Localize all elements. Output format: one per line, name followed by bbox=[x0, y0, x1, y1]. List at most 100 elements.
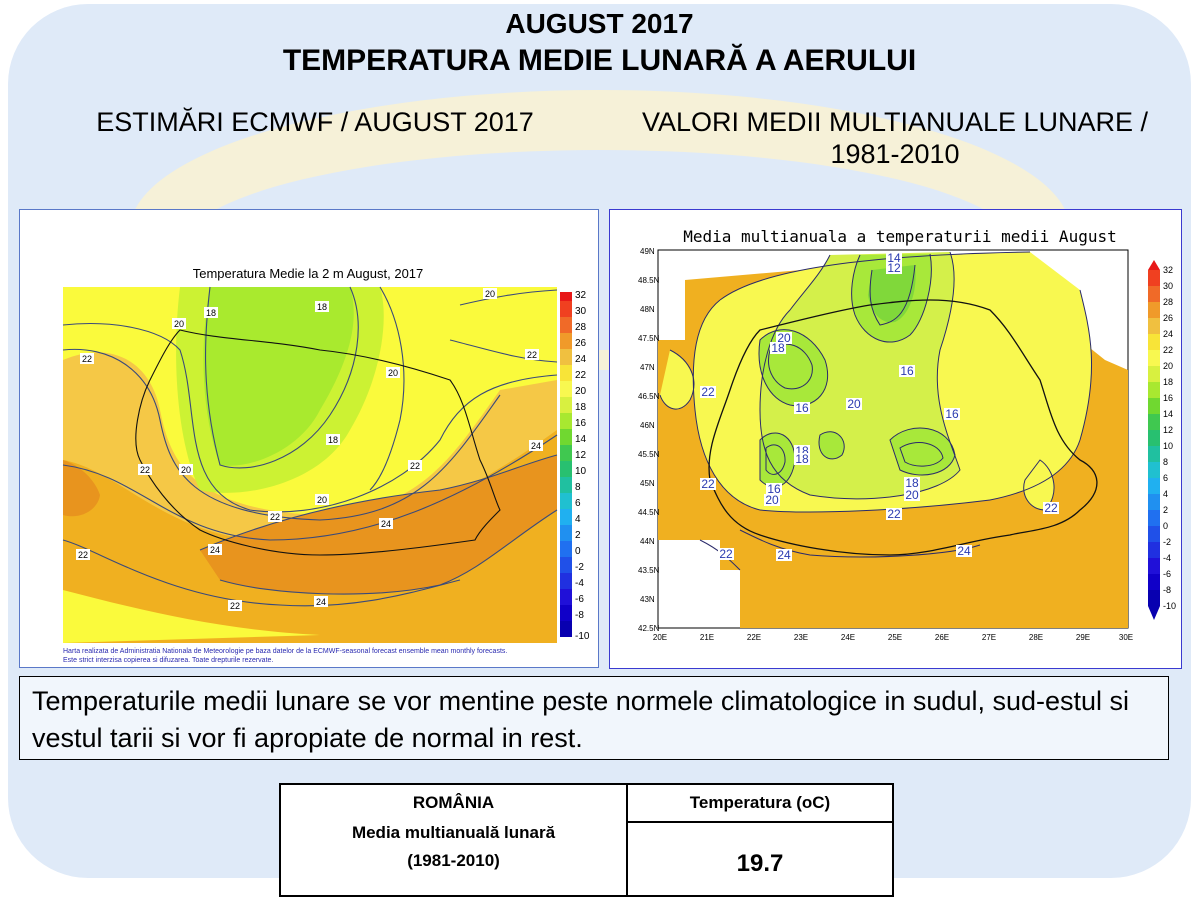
left-colorbar-labels: 32 30 28 26 24 22 20 18 16 14 12 10 8 6 … bbox=[575, 290, 590, 642]
contour-label: 18 bbox=[206, 308, 216, 318]
contour-label: 16 bbox=[767, 482, 781, 496]
lat-label: 47N bbox=[640, 363, 655, 372]
colorbar-label: 32 bbox=[575, 290, 587, 301]
romania-border-left bbox=[135, 329, 501, 556]
lat-label: 44.5N bbox=[638, 508, 660, 517]
colorbar-label: 28 bbox=[575, 322, 587, 333]
contour-label: 22 bbox=[1044, 501, 1058, 515]
contour-label: 24 bbox=[210, 545, 220, 555]
lat-label: 42.5N bbox=[638, 624, 660, 633]
colorbar-label: 0 bbox=[1163, 521, 1168, 531]
contour-label: 22 bbox=[887, 507, 901, 521]
left-map-isolines bbox=[62, 286, 558, 607]
ecmwf-forecast-map: Temperatura Medie la 2 m August, 2017 bbox=[19, 209, 599, 668]
left-contour-labels: 18 18 20 20 22 22 20 18 22 20 22 24 22 2… bbox=[76, 288, 543, 611]
lon-label: 29E bbox=[1076, 633, 1090, 642]
colorbar-label: 2 bbox=[1163, 505, 1168, 515]
contour-label: 20 bbox=[388, 368, 398, 378]
colorbar-label: 6 bbox=[575, 498, 581, 509]
contour-label: 22 bbox=[701, 385, 715, 399]
lat-label: 45.5N bbox=[638, 450, 660, 459]
colorbar-label: 12 bbox=[575, 450, 587, 461]
lat-label: 49N bbox=[640, 247, 655, 256]
lon-label: 24E bbox=[841, 633, 855, 642]
colorbar-label: 30 bbox=[575, 306, 587, 317]
lat-label: 43.5N bbox=[638, 566, 660, 575]
contour-label: 22 bbox=[230, 601, 240, 611]
right-contour-labels: 14 12 20 18 22 16 20 16 16 18 18 22 16 2… bbox=[700, 251, 1059, 562]
colorbar-label: -4 bbox=[575, 578, 584, 589]
contour-label: 14 bbox=[887, 251, 901, 265]
lon-label: 21E bbox=[700, 633, 714, 642]
stats-column-header: Temperatura (oC) bbox=[628, 785, 892, 823]
contour-label: 18 bbox=[328, 435, 338, 445]
colorbar-label: -4 bbox=[1163, 553, 1171, 563]
right-colorbar bbox=[1148, 260, 1160, 620]
contour-label: 22 bbox=[140, 465, 150, 475]
contour-label: 20 bbox=[777, 331, 791, 345]
contour-label: 22 bbox=[701, 477, 715, 491]
lon-label: 20E bbox=[653, 633, 667, 642]
colorbar-label: 16 bbox=[575, 418, 587, 429]
colorbar-label: 14 bbox=[575, 434, 587, 445]
colorbar-label: 6 bbox=[1163, 473, 1168, 483]
contour-label: 12 bbox=[887, 261, 901, 275]
climate-stats-table: ROMÂNIA Media multianuală lunară (1981-2… bbox=[279, 783, 894, 897]
colorbar-label: 2 bbox=[575, 530, 581, 541]
contour-label: 16 bbox=[945, 407, 959, 421]
climatology-map: Media multianuala a temperaturii medii A… bbox=[609, 209, 1182, 669]
lat-label: 48.5N bbox=[638, 276, 660, 285]
colorbar-label: 0 bbox=[575, 546, 581, 557]
colorbar-label: 4 bbox=[575, 514, 581, 525]
colorbar-label: 26 bbox=[575, 338, 587, 349]
colorbar-label: 28 bbox=[1163, 297, 1173, 307]
lon-label: 23E bbox=[794, 633, 808, 642]
colorbar-label: 10 bbox=[1163, 441, 1173, 451]
contour-label: 22 bbox=[270, 512, 280, 522]
contour-label: 22 bbox=[410, 461, 420, 471]
stats-period: (1981-2010) bbox=[407, 851, 500, 870]
lon-label: 30E bbox=[1119, 633, 1133, 642]
contour-label: 22 bbox=[719, 547, 733, 561]
contour-label: 24 bbox=[957, 544, 971, 558]
contour-label: 24 bbox=[381, 519, 391, 529]
contour-label: 24 bbox=[316, 597, 326, 607]
lat-label: 46N bbox=[640, 421, 655, 430]
contour-label: 16 bbox=[795, 401, 809, 415]
contour-label: 20 bbox=[847, 397, 861, 411]
colorbar-label: 18 bbox=[1163, 377, 1173, 387]
right-map-heading: VALORI MEDII MULTIANUALE LUNARE / 1981-2… bbox=[641, 107, 1149, 169]
colorbar-label: 30 bbox=[1163, 281, 1173, 291]
colorbar-label: 18 bbox=[575, 402, 587, 413]
colorbar-label: 8 bbox=[575, 482, 581, 493]
contour-label: 20 bbox=[181, 465, 191, 475]
lon-label: 27E bbox=[982, 633, 996, 642]
colorbar-label: 4 bbox=[1163, 489, 1168, 499]
lat-label: 45N bbox=[640, 479, 655, 488]
lat-label: 46.5N bbox=[638, 392, 660, 401]
lon-label: 26E bbox=[935, 633, 949, 642]
contour-label: 22 bbox=[78, 550, 88, 560]
contour-label: 22 bbox=[82, 354, 92, 364]
contour-label: 18 bbox=[317, 302, 327, 312]
right-map-title: Media multianuala a temperaturii medii A… bbox=[683, 227, 1116, 246]
contour-label: 16 bbox=[900, 364, 914, 378]
colorbar-label: 24 bbox=[1163, 329, 1173, 339]
colorbar-label: -8 bbox=[575, 610, 584, 621]
contour-label: 24 bbox=[777, 548, 791, 562]
left-map-heading: ESTIMĂRI ECMWF / AUGUST 2017 bbox=[96, 107, 534, 137]
right-lat-labels: 49N 48.5N 48N 47.5N 47N 46.5N 46N 45.5N … bbox=[638, 247, 660, 633]
colorbar-label: 32 bbox=[1163, 265, 1173, 275]
lat-label: 48N bbox=[640, 305, 655, 314]
colorbar-label: 24 bbox=[575, 354, 587, 365]
contour-label: 20 bbox=[317, 495, 327, 505]
colorbar-label: 20 bbox=[1163, 361, 1173, 371]
forecast-note: Temperaturile medii lunare se vor mentin… bbox=[19, 676, 1169, 760]
colorbar-label: 22 bbox=[1163, 345, 1173, 355]
lon-label: 25E bbox=[888, 633, 902, 642]
colorbar-label: 16 bbox=[1163, 393, 1173, 403]
right-colorbar-labels: 32 30 28 26 24 22 20 18 16 14 12 10 8 6 … bbox=[1163, 265, 1176, 611]
contour-label: 20 bbox=[765, 493, 779, 507]
lat-label: 44N bbox=[640, 537, 655, 546]
contour-label: 18 bbox=[795, 452, 809, 466]
